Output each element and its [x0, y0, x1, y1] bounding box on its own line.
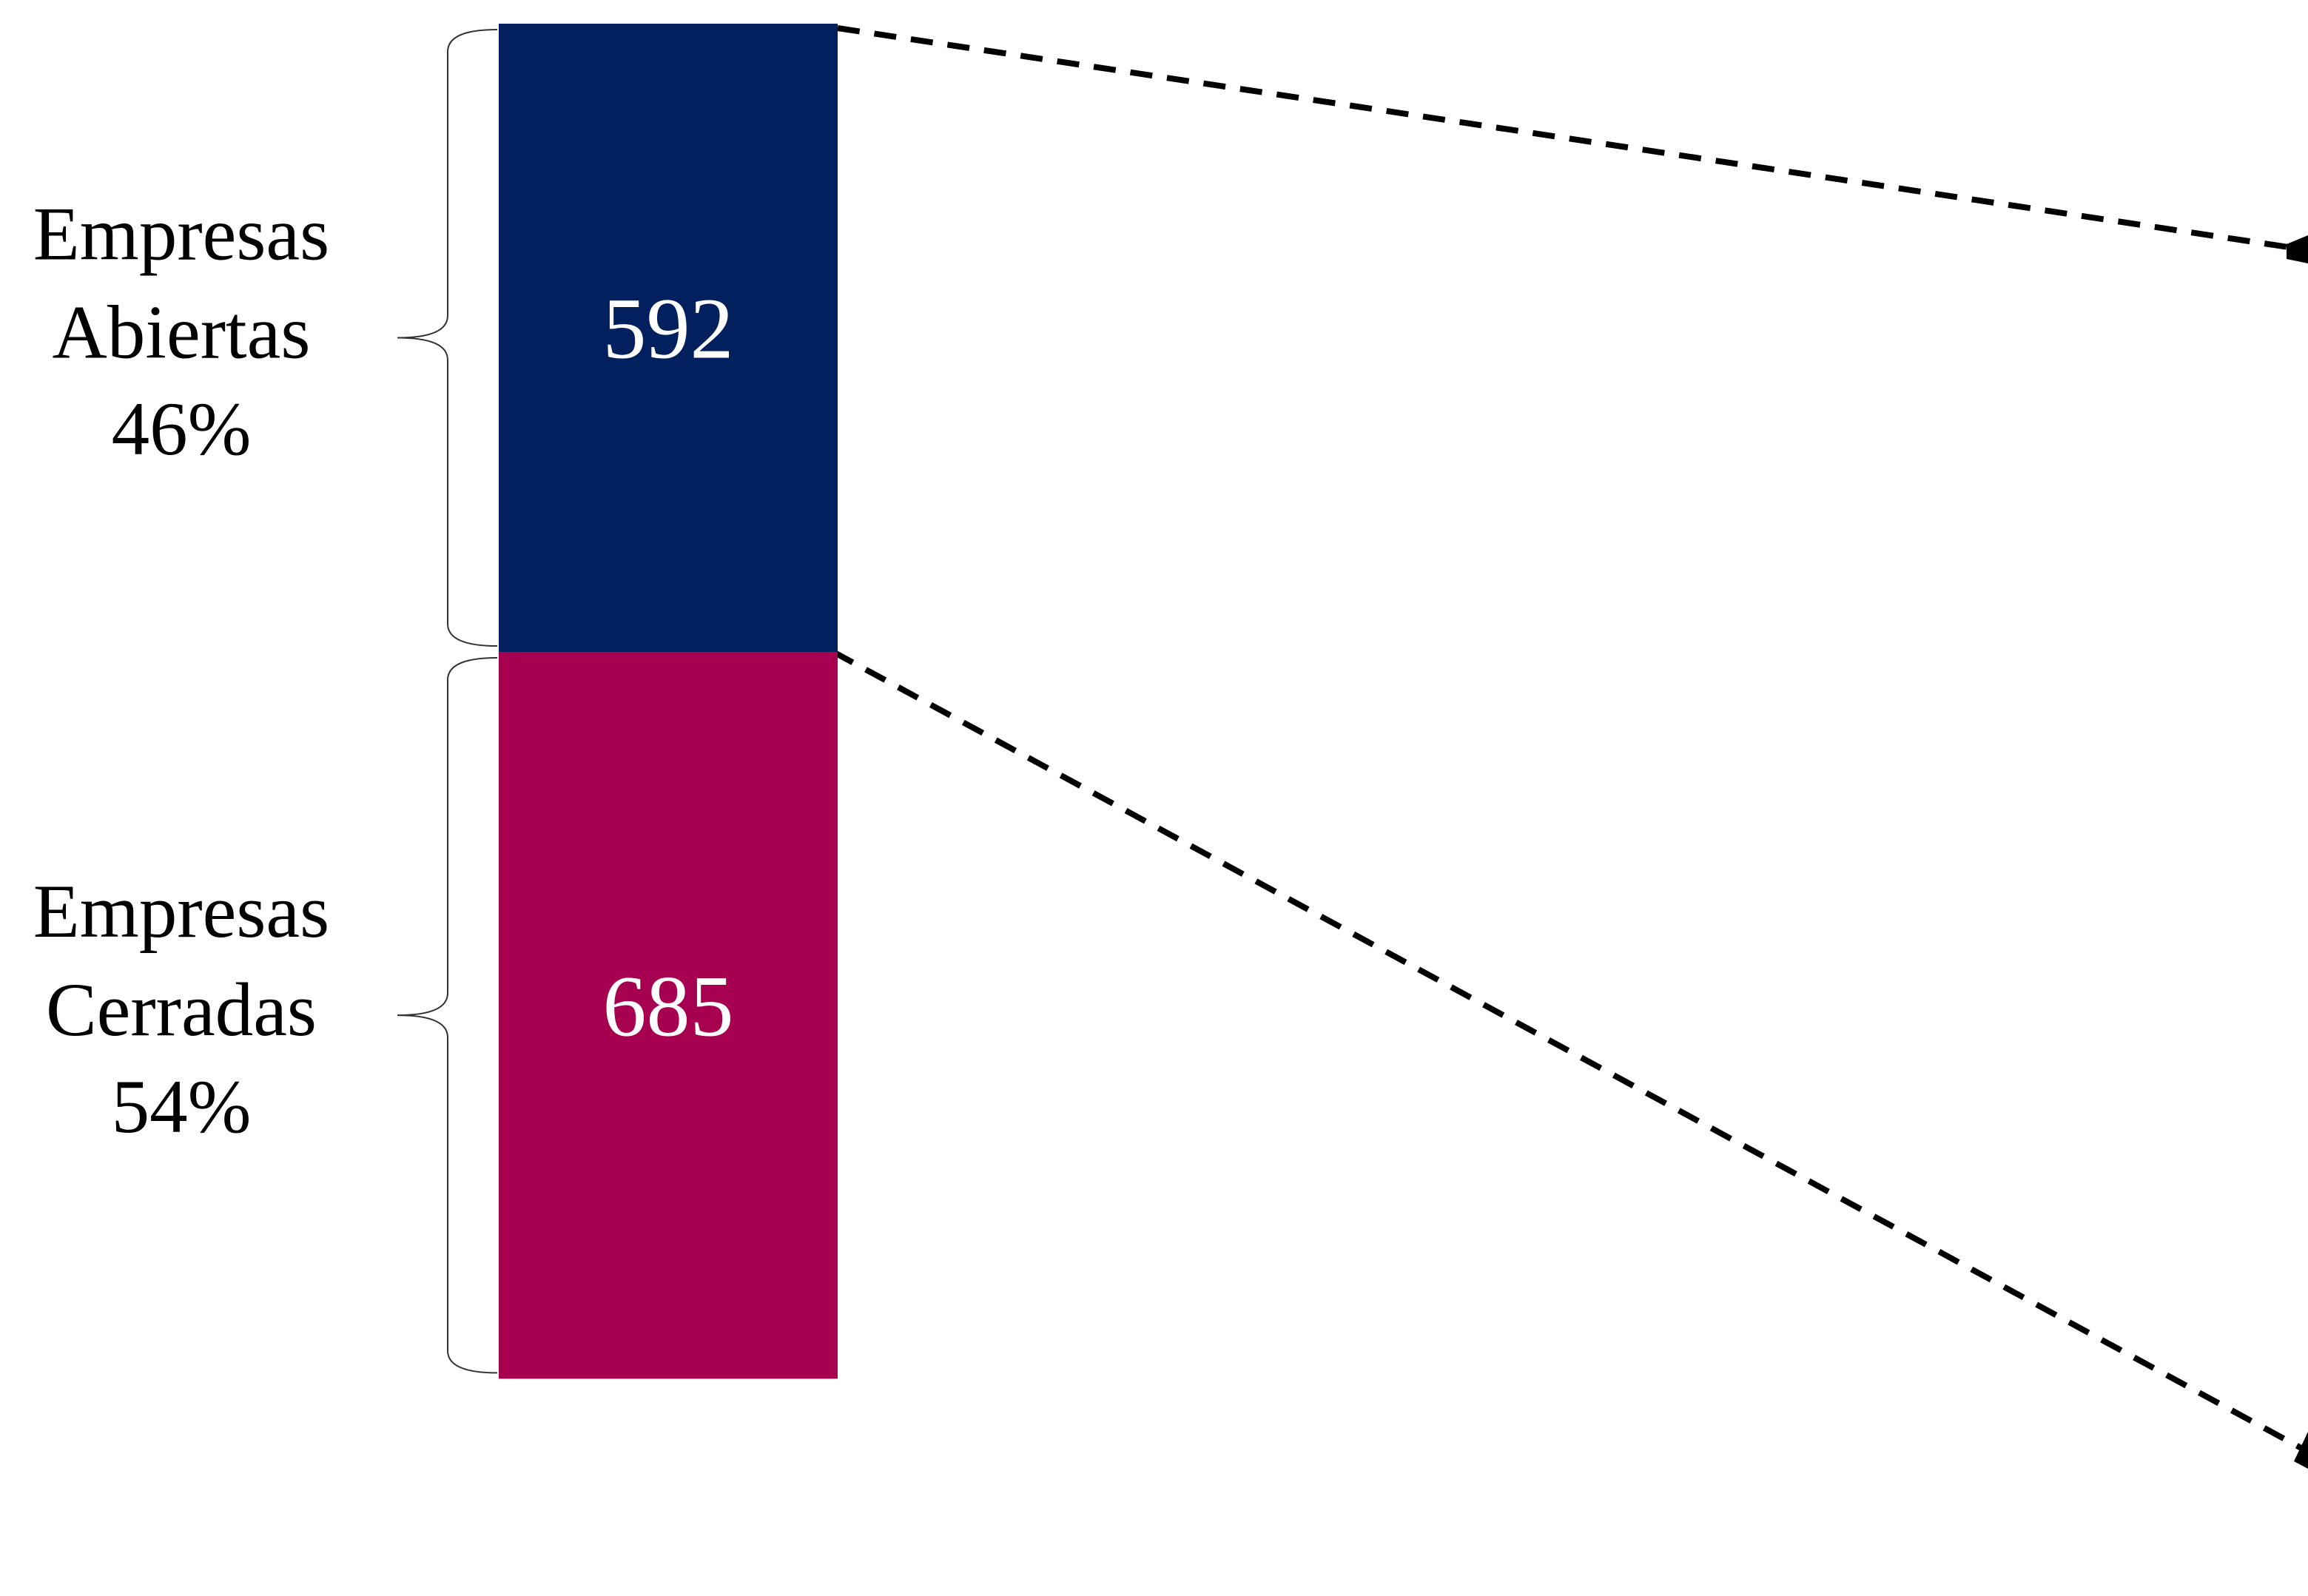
dashed-arrow	[832, 649, 2308, 1455]
segment-label: Empresas Abiertas	[33, 192, 329, 374]
segment-share: 46%	[112, 387, 252, 471]
arrow-head	[2294, 1432, 2308, 1469]
segment-share: 54%	[112, 1065, 252, 1149]
brace	[397, 657, 498, 1374]
label-line: Empresas	[33, 869, 329, 954]
label-line: Cerradas	[46, 968, 317, 1052]
label-line: Abiertas	[53, 290, 311, 374]
data-label: 592	[603, 280, 734, 377]
connectors	[832, 25, 2308, 1455]
dashed-arrow	[837, 25, 2308, 253]
bar-segment	[499, 652, 838, 1379]
brace	[397, 29, 498, 647]
bar-segment	[499, 24, 838, 652]
arrow-head	[2287, 235, 2308, 263]
data-label: 685	[603, 957, 734, 1054]
segment-label: Empresas Cerradas	[33, 869, 329, 1052]
label-line: Empresas	[33, 192, 329, 276]
